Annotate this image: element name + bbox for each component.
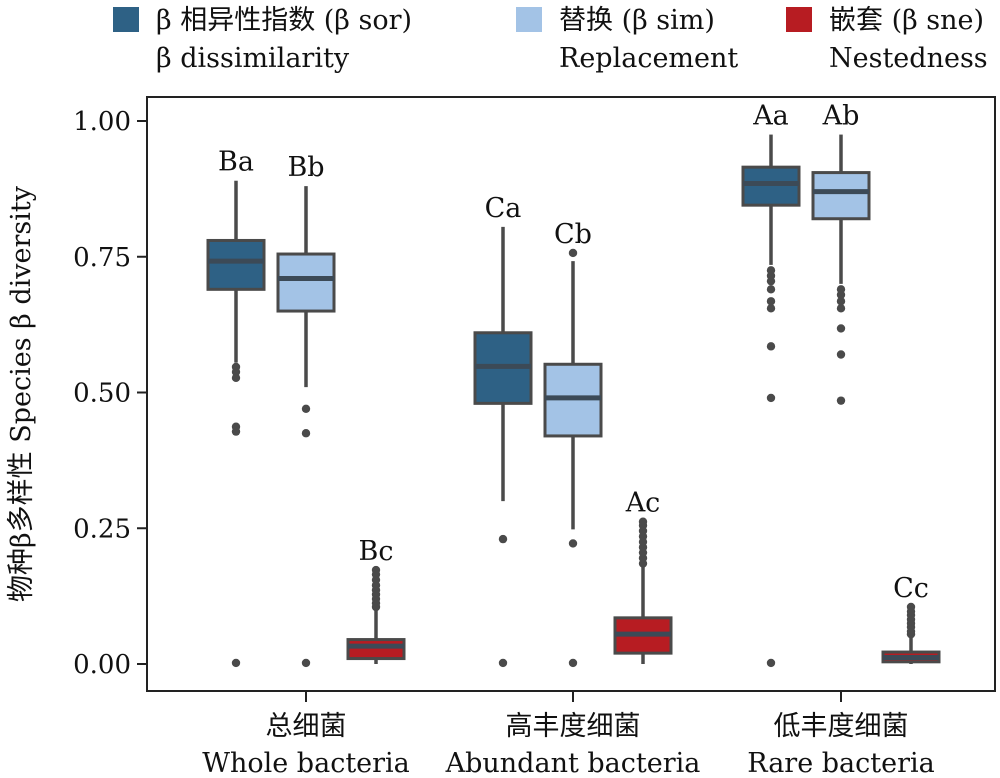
box-iqr xyxy=(741,165,801,207)
box-iqr xyxy=(811,171,871,221)
significance-label: Ab xyxy=(822,101,860,132)
significance-label: Ac xyxy=(625,488,661,519)
outlier-point xyxy=(231,427,241,436)
outlier-point xyxy=(766,285,776,294)
x-category-label-en: Abundant bacteria xyxy=(445,748,701,778)
box-iqr xyxy=(346,638,406,661)
box-iqr xyxy=(206,238,266,291)
outlier-point xyxy=(766,297,776,306)
box-iqr xyxy=(276,252,336,313)
legend-label-en: Nestedness xyxy=(829,43,988,74)
outlier-point xyxy=(231,658,241,668)
x-category-label-en: Rare bacteria xyxy=(747,748,934,778)
y-tick-label: 0.00 xyxy=(73,650,131,680)
legend-label: β 相异性指数 (β sor) xyxy=(156,5,412,36)
x-category-label-en: Whole bacteria xyxy=(202,748,410,778)
outlier-point xyxy=(301,404,311,413)
outlier-point xyxy=(301,429,311,438)
x-category-label-cn: 总细菌 xyxy=(266,711,347,742)
box-0-2: Aa xyxy=(741,101,801,668)
x-category-label-cn: 低丰度细菌 xyxy=(774,711,909,742)
outlier-point xyxy=(836,297,846,306)
outlier-point xyxy=(766,658,776,668)
x-category-label-cn: 高丰度细菌 xyxy=(506,711,641,742)
outlier-point xyxy=(906,602,916,612)
outlier-point xyxy=(836,304,846,313)
legend-swatch xyxy=(516,7,542,32)
outlier-point xyxy=(766,304,776,313)
box-0-0: Ba xyxy=(206,147,266,668)
box-0-1: Ca xyxy=(473,193,533,668)
outlier-point xyxy=(301,658,311,668)
legend-swatch xyxy=(786,7,812,32)
legend-label: 替换 (β sim) xyxy=(559,5,715,36)
box-1-2: Ab xyxy=(811,101,871,405)
legend-label-en: Replacement xyxy=(559,43,738,74)
y-axis-label: 物种β多样性 Species β diversity xyxy=(6,185,37,602)
box-2-1: Ac xyxy=(613,488,673,664)
outlier-point xyxy=(568,248,578,258)
outlier-point xyxy=(766,342,776,351)
significance-label: Ba xyxy=(218,147,254,178)
box-2-0: Bc xyxy=(346,536,406,664)
outlier-point xyxy=(836,350,846,359)
legend: β 相异性指数 (β sor) β dissimilarity 替换 (β sim)… xyxy=(113,5,988,74)
legend-label-en: β dissimilarity xyxy=(156,43,350,74)
legend-label: 嵌套 (β sne) xyxy=(829,5,984,36)
y-axis: 0.00 0.25 0.50 0.75 1.00 xyxy=(73,107,147,680)
outlier-point xyxy=(568,539,578,548)
y-tick-label: 0.25 xyxy=(73,514,131,544)
y-tick-label: 0.50 xyxy=(73,379,131,409)
significance-label: Bc xyxy=(359,536,394,567)
outlier-point xyxy=(568,658,578,668)
outlier-point xyxy=(766,276,776,286)
boxes: Ba Ca Aa Bb Cb Ab Bc Ac Cc xyxy=(206,101,941,668)
y-tick-label: 0.75 xyxy=(73,243,131,273)
outlier-point xyxy=(836,290,846,299)
box-2-2: Cc xyxy=(881,573,941,664)
outlier-point xyxy=(498,658,508,668)
y-tick-label: 1.00 xyxy=(73,107,131,137)
outlier-point xyxy=(836,324,846,333)
outlier-point xyxy=(638,517,648,526)
outlier-point xyxy=(836,396,846,405)
outlier-point xyxy=(231,367,241,377)
plot-frame xyxy=(146,96,996,692)
box-1-0: Bb xyxy=(276,152,336,668)
outlier-point xyxy=(231,373,241,383)
outlier-point xyxy=(766,393,776,403)
outlier-point xyxy=(371,565,381,575)
outlier-point xyxy=(498,534,508,544)
legend-swatch xyxy=(113,7,139,32)
significance-label: Bb xyxy=(287,152,324,183)
x-axis: 总细菌 Whole bacteria 高丰度细菌 Abundant bacteria 低… xyxy=(202,691,935,778)
significance-label: Cb xyxy=(554,219,592,250)
significance-label: Ca xyxy=(485,193,522,224)
significance-label: Cc xyxy=(893,573,929,604)
box-1-1: Cb xyxy=(543,219,603,668)
significance-label: Aa xyxy=(752,101,789,132)
